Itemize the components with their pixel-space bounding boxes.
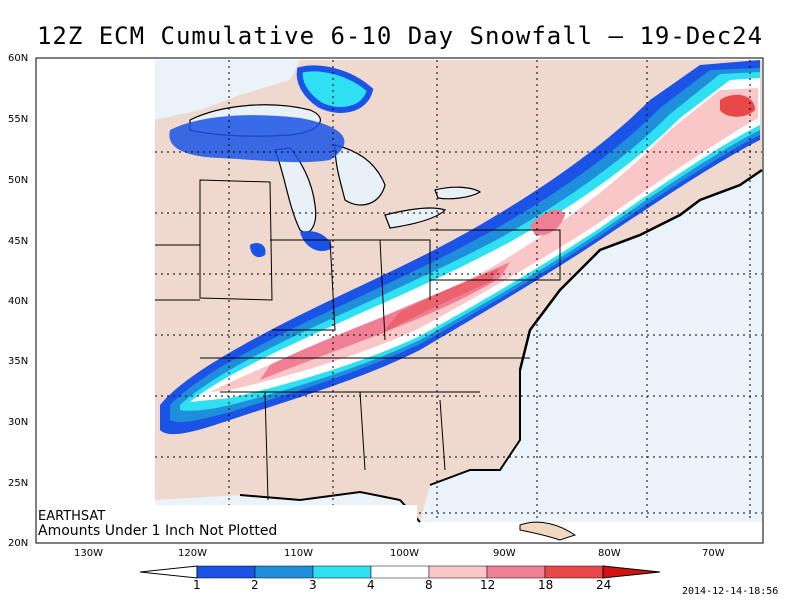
snow-12in-core-northeast: [530, 209, 565, 236]
colorbar-label-12: 12: [480, 578, 496, 592]
atlantic-ocean: [420, 170, 762, 522]
cuba-island: [519, 521, 577, 541]
lake-michigan: [274, 147, 317, 233]
colorbar-swatch-2-3: [254, 565, 314, 579]
lat-label-55n: 55N: [8, 114, 29, 125]
colorbar-swatch-8-12: [428, 565, 488, 579]
colorbar-label-1: 1: [193, 578, 201, 592]
colorbar: [139, 565, 661, 579]
lat-label-40n: 40N: [8, 296, 29, 307]
colorbar-label-24: 24: [596, 578, 612, 592]
colorbar-swatch-4-8: [370, 565, 430, 579]
colorbar-swatch-12-18: [486, 565, 546, 579]
snow-18in-north: [720, 94, 755, 117]
state-boundaries: [155, 179, 561, 501]
colorbar-swatch-1-2: [196, 565, 256, 579]
lon-label-70w: 70W: [702, 548, 725, 559]
lat-label-20n: 20N: [8, 538, 29, 549]
snow-north-ontario: [296, 65, 374, 113]
snow-spot-iowa: [250, 243, 266, 258]
source-label: EARTHSAT: [38, 509, 106, 524]
lat-label-60n: 60N: [8, 53, 29, 64]
snow-18in-spot: [380, 268, 500, 335]
snow-8in-band: [210, 88, 758, 392]
colorbar-swatch-3-4: [312, 565, 372, 579]
lake-effect-snow-superior: [169, 115, 345, 163]
colorbar-left-arrow: [139, 565, 198, 579]
colorbar-swatch-18-24: [544, 565, 604, 579]
snow-spot-illinois: [300, 230, 332, 252]
lake-huron: [334, 144, 386, 206]
lon-label-80w: 80W: [598, 548, 621, 559]
lat-lon-grid: [155, 60, 762, 522]
lake-erie: [384, 207, 447, 229]
colorbar-label-3: 3: [309, 578, 317, 592]
amounts-note: Amounts Under 1 Inch Not Plotted: [38, 523, 278, 539]
lon-label-120w: 120W: [178, 548, 207, 559]
colorbar-label-18: 18: [538, 578, 554, 592]
florida-coastline: [429, 370, 521, 486]
lon-label-90w: 90W: [493, 548, 516, 559]
lake-ontario: [434, 186, 482, 200]
lon-label-100w: 100W: [390, 548, 419, 559]
east-coastline: [518, 168, 763, 371]
lon-label-110w: 110W: [284, 548, 313, 559]
lat-label-30n: 30N: [8, 417, 29, 428]
lat-label-25n: 25N: [8, 478, 29, 489]
lat-label-35n: 35N: [8, 356, 29, 367]
colorbar-label-8: 8: [425, 578, 433, 592]
northern-waters: [155, 60, 300, 120]
colorbar-label-4: 4: [367, 578, 375, 592]
colorbar-label-2: 2: [251, 578, 259, 592]
colorbar-right-arrow: [602, 565, 661, 579]
lat-label-50n: 50N: [8, 175, 29, 186]
lat-label-45n: 45N: [8, 236, 29, 247]
map-title: 12Z ECM Cumulative 6-10 Day Snowfall – 1…: [36, 22, 764, 50]
note-panel: [37, 505, 417, 542]
timestamp: 2014-12-14-18:56: [682, 586, 779, 597]
snow-3in-band: [180, 72, 760, 411]
lon-label-130w: 130W: [74, 548, 103, 559]
